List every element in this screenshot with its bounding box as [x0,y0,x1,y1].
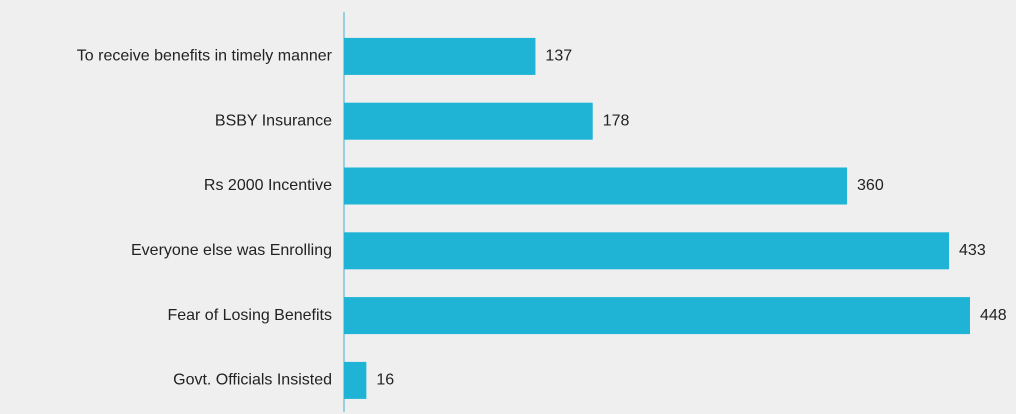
data-label: 360 [857,177,884,194]
data-label: 448 [980,307,1007,324]
category-label: BSBY Insurance [215,112,332,129]
bar [344,37,536,75]
data-label: 433 [959,242,986,259]
category-label: To receive benefits in timely manner [77,48,333,65]
bar [344,167,848,205]
category-label: Fear of Losing Benefits [167,307,332,324]
data-label: 16 [376,372,394,389]
category-label: Govt. Officials Insisted [173,372,332,389]
bar [344,361,367,399]
bar [344,232,950,270]
category-label: Rs 2000 Incentive [204,177,332,194]
data-label: 137 [545,48,572,65]
bar [344,297,970,335]
data-label: 178 [603,112,630,129]
category-label: Everyone else was Enrolling [131,242,332,259]
bar [344,102,593,140]
